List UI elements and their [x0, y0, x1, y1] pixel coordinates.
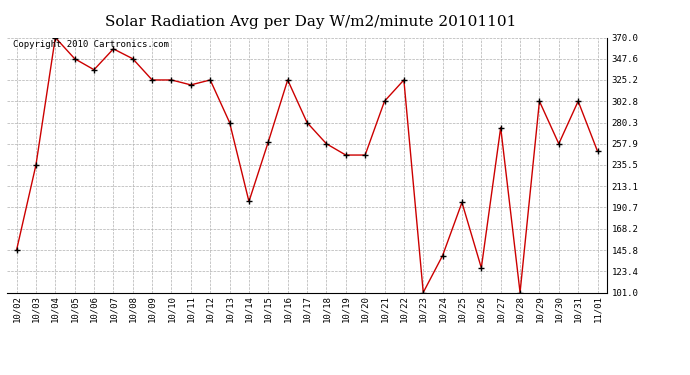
Text: Solar Radiation Avg per Day W/m2/minute 20101101: Solar Radiation Avg per Day W/m2/minute …	[105, 15, 516, 29]
Text: Copyright 2010 Cartronics.com: Copyright 2010 Cartronics.com	[13, 40, 169, 49]
